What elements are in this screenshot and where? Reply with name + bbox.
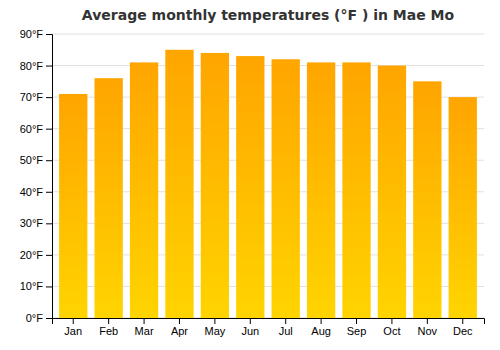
y-tick-label: 50°F [20,154,44,166]
y-tick: 0°F [26,312,52,324]
x-tick-mark [356,318,357,324]
plot-area: Jan Feb Mar Apr May Jun Jul Aug Sep Oct Nov Dec 0°F 1… [20,28,485,337]
y-tick: 40°F [20,186,52,198]
x-tick-mark [391,318,392,324]
y-tick-mark [46,34,52,35]
x-tick: Jan [64,318,82,337]
bar [165,50,193,318]
y-tick-label: 70°F [20,91,44,103]
x-tick-label: Mar [135,325,154,337]
bars [59,50,477,318]
x-tick-label: Sep [347,325,367,337]
y-tick-mark [46,255,52,256]
x-tick: Nov [418,318,438,337]
axis-domain [46,35,53,319]
y-tick-mark [46,160,52,161]
y-tick-label: 40°F [20,186,44,198]
bar [94,78,122,318]
bar [59,94,87,318]
x-tick-label: Jan [64,325,82,337]
y-tick: 90°F [20,28,52,40]
x-tick-label: Jul [279,325,293,337]
bar [307,62,335,318]
x-tick: Aug [311,318,331,337]
chart-svg: Jan Feb Mar Apr May Jun Jul Aug Sep Oct Nov Dec 0°F 1… [0,0,500,350]
chart-container: Jan Feb Mar Apr May Jun Jul Aug Sep Oct Nov Dec 0°F 1… [0,0,500,350]
title: Average monthly temperatures (°F ) in Ma… [82,7,455,23]
x-tick-label: Apr [171,325,188,337]
axis-domain [53,319,485,325]
y-tick-mark [46,66,52,67]
y-tick: 50°F [20,154,52,166]
x-tick-mark [108,318,109,324]
y-tick: 10°F [20,280,52,292]
x-tick-mark [214,318,215,324]
bar [272,59,300,318]
x-tick-label: Nov [418,325,438,337]
x-tick: Mar [135,318,154,337]
x-tick-label: Jun [241,325,259,337]
x-tick-mark [73,318,74,324]
bar [342,62,370,318]
y-tick-mark [46,129,52,130]
x-tick: Jun [241,318,259,337]
x-tick: Sep [347,318,367,337]
y-tick: 80°F [20,60,52,72]
x-tick-mark [250,318,251,324]
x-tick-label: Feb [99,325,118,337]
y-tick: 60°F [20,123,52,135]
x-tick-mark [285,318,286,324]
y-tick-label: 60°F [20,123,44,135]
y-tick-label: 10°F [20,280,44,292]
x-tick: Oct [383,318,400,337]
bar [413,81,441,318]
x-tick-label: May [204,325,225,337]
y-tick-mark [46,286,52,287]
x-tick: Feb [99,318,118,337]
grid-line [52,65,484,66]
y-tick: 20°F [20,249,52,261]
bar [236,56,264,318]
y-tick: 70°F [20,91,52,103]
x-tick-mark [179,318,180,324]
x-tick-mark [321,318,322,324]
bar [130,62,158,318]
y-tick-label: 30°F [20,217,44,229]
y-tick: 30°F [20,217,52,229]
bar [378,66,406,318]
x-tick-mark [144,318,145,324]
x-tick-mark [427,318,428,324]
x-tick-label: Dec [453,325,473,337]
y-tick-label: 80°F [20,60,44,72]
grid-line [52,34,484,35]
x-axis: Jan Feb Mar Apr May Jun Jul Aug Sep Oct Nov Dec [53,318,485,337]
bar [201,53,229,318]
y-tick-label: 90°F [20,28,44,40]
y-axis: 0°F 10°F 20°F 30°F 40°F 50°F 60°F 70°F 80°F 90°F [20,28,53,324]
y-tick-mark [46,97,52,98]
y-tick-mark [46,192,52,193]
x-tick: May [204,318,225,337]
y-tick-mark [46,318,52,319]
x-tick: Jul [279,318,293,337]
bar [449,97,477,318]
grid [52,34,484,318]
y-tick-mark [46,223,52,224]
x-tick: Apr [171,318,188,337]
y-tick-label: 0°F [26,312,44,324]
x-tick-mark [462,318,463,324]
x-tick: Dec [453,318,473,337]
y-tick-label: 20°F [20,249,44,261]
x-tick-label: Oct [383,325,400,337]
x-tick-label: Aug [311,325,331,337]
